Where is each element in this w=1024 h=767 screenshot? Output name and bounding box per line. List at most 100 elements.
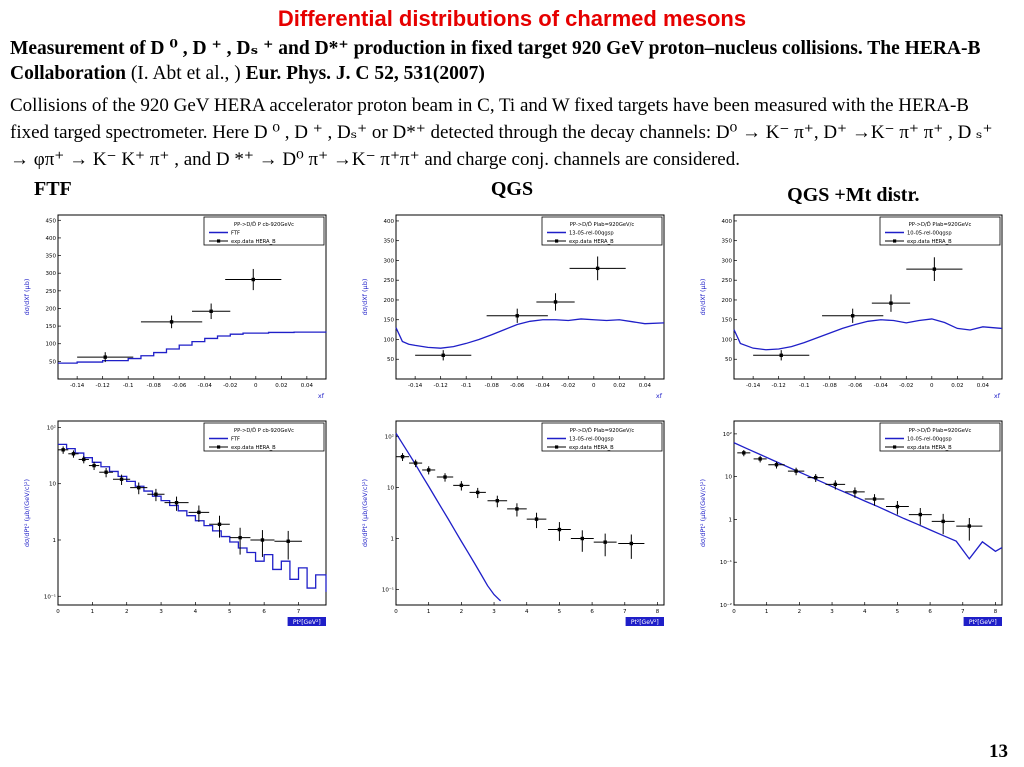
svg-text:5: 5 (558, 609, 562, 615)
svg-text:dσ/dXf (μb): dσ/dXf (μb) (699, 278, 707, 315)
slide-title: Differential distributions of charmed me… (277, 6, 747, 31)
svg-text:13-05-rel-00qgsp: 13-05-rel-00qgsp (569, 436, 614, 442)
svg-text:-0.06: -0.06 (510, 383, 525, 389)
svg-text:400: 400 (722, 219, 733, 225)
svg-text:50: 50 (49, 359, 56, 365)
page-number: 13 (989, 741, 1008, 762)
svg-text:-0.12: -0.12 (96, 383, 110, 389)
chart-qgs-pt2: 0 1 2 3 4 5 6 7 8 10² 10 1 10⁻¹ dσ/dPt² (μb/(GeV/c)²)… (358, 414, 672, 627)
svg-text:exp.data HERA_B: exp.data HERA_B (907, 239, 952, 245)
svg-text:-0.02: -0.02 (561, 383, 575, 389)
svg-text:2: 2 (125, 609, 129, 615)
svg-text:4: 4 (863, 609, 867, 615)
column-header-qgs-mt: QGS +Mt distr. (787, 183, 920, 206)
chart-qgs-xf: -0.14 -0.12 -0.1 -0.08 -0.06 -0.04 -0.02 0 0.02 0… (358, 208, 672, 401)
svg-text:100: 100 (46, 341, 57, 347)
svg-text:200: 200 (384, 298, 395, 304)
svg-text:PP->D/D̄ Plab=920GeVc: PP->D/D̄ Plab=920GeVc (909, 427, 972, 434)
svg-text:-0.1: -0.1 (799, 383, 810, 389)
svg-text:FTF: FTF (231, 436, 240, 442)
svg-text:PP->D/D̄ Plab=920GeVc: PP->D/D̄ Plab=920GeVc (909, 221, 972, 228)
svg-text:-0.08: -0.08 (485, 383, 500, 389)
svg-text:PP->D/D̄ P cb-920GeVc: PP->D/D̄ P cb-920GeVc (234, 427, 294, 434)
svg-text:7: 7 (961, 609, 965, 615)
svg-text:-0.1: -0.1 (461, 383, 472, 389)
svg-text:300: 300 (384, 258, 395, 264)
svg-text:150: 150 (46, 324, 57, 330)
chart-ftf-xf: -0.14 -0.12 -0.1 -0.08 -0.06 -0.04 -0.02 0 0.02 0… (20, 208, 334, 401)
svg-text:6: 6 (928, 609, 932, 615)
svg-text:xf: xf (318, 392, 325, 400)
column-header-ftf: FTF (34, 177, 72, 200)
svg-text:0.02: 0.02 (951, 383, 963, 389)
svg-text:10⁻¹: 10⁻¹ (720, 559, 732, 566)
svg-text:PP->D/D̄ Plab=920GeV/c: PP->D/D̄ Plab=920GeV/c (570, 221, 635, 228)
svg-text:-0.1: -0.1 (123, 383, 134, 389)
svg-text:dσ/dXf (μb): dσ/dXf (μb) (361, 278, 369, 315)
svg-text:10: 10 (49, 481, 56, 487)
svg-text:dσ/dPt² (μb/(GeV/c)²): dσ/dPt² (μb/(GeV/c)²) (23, 479, 31, 547)
svg-text:-0.08: -0.08 (147, 383, 162, 389)
svg-text:1: 1 (729, 517, 733, 523)
svg-text:10⁻¹: 10⁻¹ (382, 586, 394, 593)
svg-text:FTF: FTF (231, 230, 240, 236)
svg-text:0.02: 0.02 (275, 383, 287, 389)
svg-text:50: 50 (725, 357, 732, 363)
svg-text:Pt²[GeV²]: Pt²[GeV²] (969, 619, 997, 626)
svg-text:2: 2 (460, 609, 464, 615)
svg-text:150: 150 (722, 317, 733, 323)
svg-text:300: 300 (722, 258, 733, 264)
authors-text: (I. Abt et al., ) (130, 63, 246, 85)
svg-text:-0.14: -0.14 (408, 383, 423, 389)
svg-text:Pt²[GeV²]: Pt²[GeV²] (631, 619, 659, 626)
column-header-qgs: QGS (490, 177, 534, 200)
svg-text:350: 350 (722, 238, 733, 244)
svg-text:100: 100 (384, 337, 395, 343)
svg-text:3: 3 (830, 609, 834, 615)
svg-text:dσ/dPt² (μb/(GeV/c)²): dσ/dPt² (μb/(GeV/c)²) (699, 479, 707, 547)
svg-text:-0.02: -0.02 (223, 383, 237, 389)
measurement-heading-bold: Measurement of D ⁰ , D ⁺ , Dₛ ⁺ and D*⁺ … (10, 38, 981, 85)
chart-qgs-mt-xf: -0.14 -0.12 -0.1 -0.08 -0.06 -0.04 -0.02 0 0.02 0… (696, 208, 1010, 401)
svg-text:10²: 10² (385, 433, 394, 440)
chart-ftf-pt2: 0 1 2 3 4 5 6 7 10² 10 1 10⁻¹ dσ/dPt² (μb/(GeV/c)²) P… (20, 414, 334, 627)
svg-text:13-05-rel-00qgsp: 13-05-rel-00qgsp (569, 230, 614, 236)
svg-text:dσ/dXf (μb): dσ/dXf (μb) (23, 278, 31, 315)
svg-text:400: 400 (384, 219, 395, 225)
svg-text:-0.06: -0.06 (172, 383, 187, 389)
svg-text:0: 0 (930, 383, 934, 389)
svg-text:dσ/dPt² (μb/(GeV/c)²): dσ/dPt² (μb/(GeV/c)²) (361, 479, 369, 547)
svg-text:350: 350 (384, 238, 395, 244)
svg-text:exp.data HERA_B: exp.data HERA_B (231, 239, 276, 245)
svg-text:1: 1 (765, 609, 769, 615)
svg-text:-0.04: -0.04 (198, 383, 213, 389)
column-headers: FTF QGS QGS +Mt distr. (0, 178, 1024, 207)
svg-text:250: 250 (722, 278, 733, 284)
svg-text:PP->D/D̄ Plab=920GeV/c: PP->D/D̄ Plab=920GeV/c (570, 427, 635, 434)
svg-text:4: 4 (525, 609, 529, 615)
svg-text:450: 450 (46, 218, 57, 224)
svg-text:0: 0 (254, 383, 258, 389)
svg-text:5: 5 (228, 609, 232, 615)
svg-text:exp.data HERA_B: exp.data HERA_B (569, 445, 614, 451)
svg-text:7: 7 (623, 609, 627, 615)
svg-text:10⁻¹: 10⁻¹ (44, 593, 56, 600)
svg-text:5: 5 (896, 609, 900, 615)
svg-text:10²: 10² (723, 430, 732, 437)
svg-text:10: 10 (725, 474, 732, 480)
svg-text:250: 250 (46, 288, 57, 294)
description-paragraph: Collisions of the 920 GeV HERA accelerat… (10, 94, 993, 170)
svg-text:-0.02: -0.02 (899, 383, 913, 389)
svg-text:250: 250 (384, 278, 395, 284)
svg-text:400: 400 (46, 236, 57, 242)
svg-text:-0.12: -0.12 (772, 383, 786, 389)
svg-text:300: 300 (46, 271, 57, 277)
svg-text:1: 1 (53, 538, 57, 544)
svg-text:7: 7 (297, 609, 301, 615)
svg-text:exp.data HERA_B: exp.data HERA_B (569, 239, 614, 245)
measurement-heading: Measurement of D ⁰ , D ⁺ , Dₛ ⁺ and D*⁺ … (10, 36, 1014, 87)
svg-text:0: 0 (56, 609, 60, 615)
svg-text:10-05-rel-00qgsp: 10-05-rel-00qgsp (907, 436, 952, 442)
svg-text:10-05-rel-00qgsp: 10-05-rel-00qgsp (907, 230, 952, 236)
